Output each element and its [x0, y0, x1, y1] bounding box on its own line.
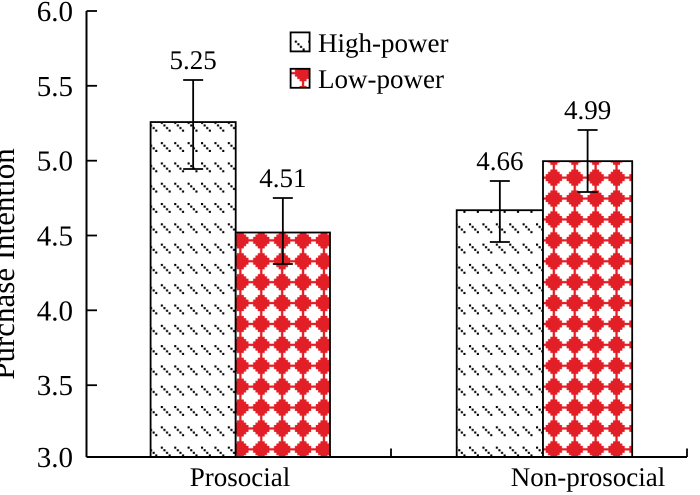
svg-text:5.25: 5.25: [170, 45, 217, 75]
svg-text:4.51: 4.51: [259, 163, 306, 193]
svg-text:4.99: 4.99: [564, 95, 611, 125]
svg-text:6.0: 6.0: [37, 0, 73, 28]
svg-text:3.0: 3.0: [37, 442, 73, 474]
svg-text:4.66: 4.66: [476, 146, 523, 176]
svg-text:Low-power: Low-power: [318, 64, 444, 94]
svg-text:4.0: 4.0: [37, 295, 73, 327]
svg-text:High-power: High-power: [318, 28, 448, 58]
svg-text:5.5: 5.5: [37, 71, 73, 103]
svg-text:3.5: 3.5: [37, 370, 73, 402]
svg-text:5.0: 5.0: [37, 146, 73, 178]
svg-text:4.5: 4.5: [37, 221, 73, 253]
svg-text:Prosocial: Prosocial: [190, 462, 291, 492]
svg-text:Non-prosocial: Non-prosocial: [511, 462, 665, 492]
